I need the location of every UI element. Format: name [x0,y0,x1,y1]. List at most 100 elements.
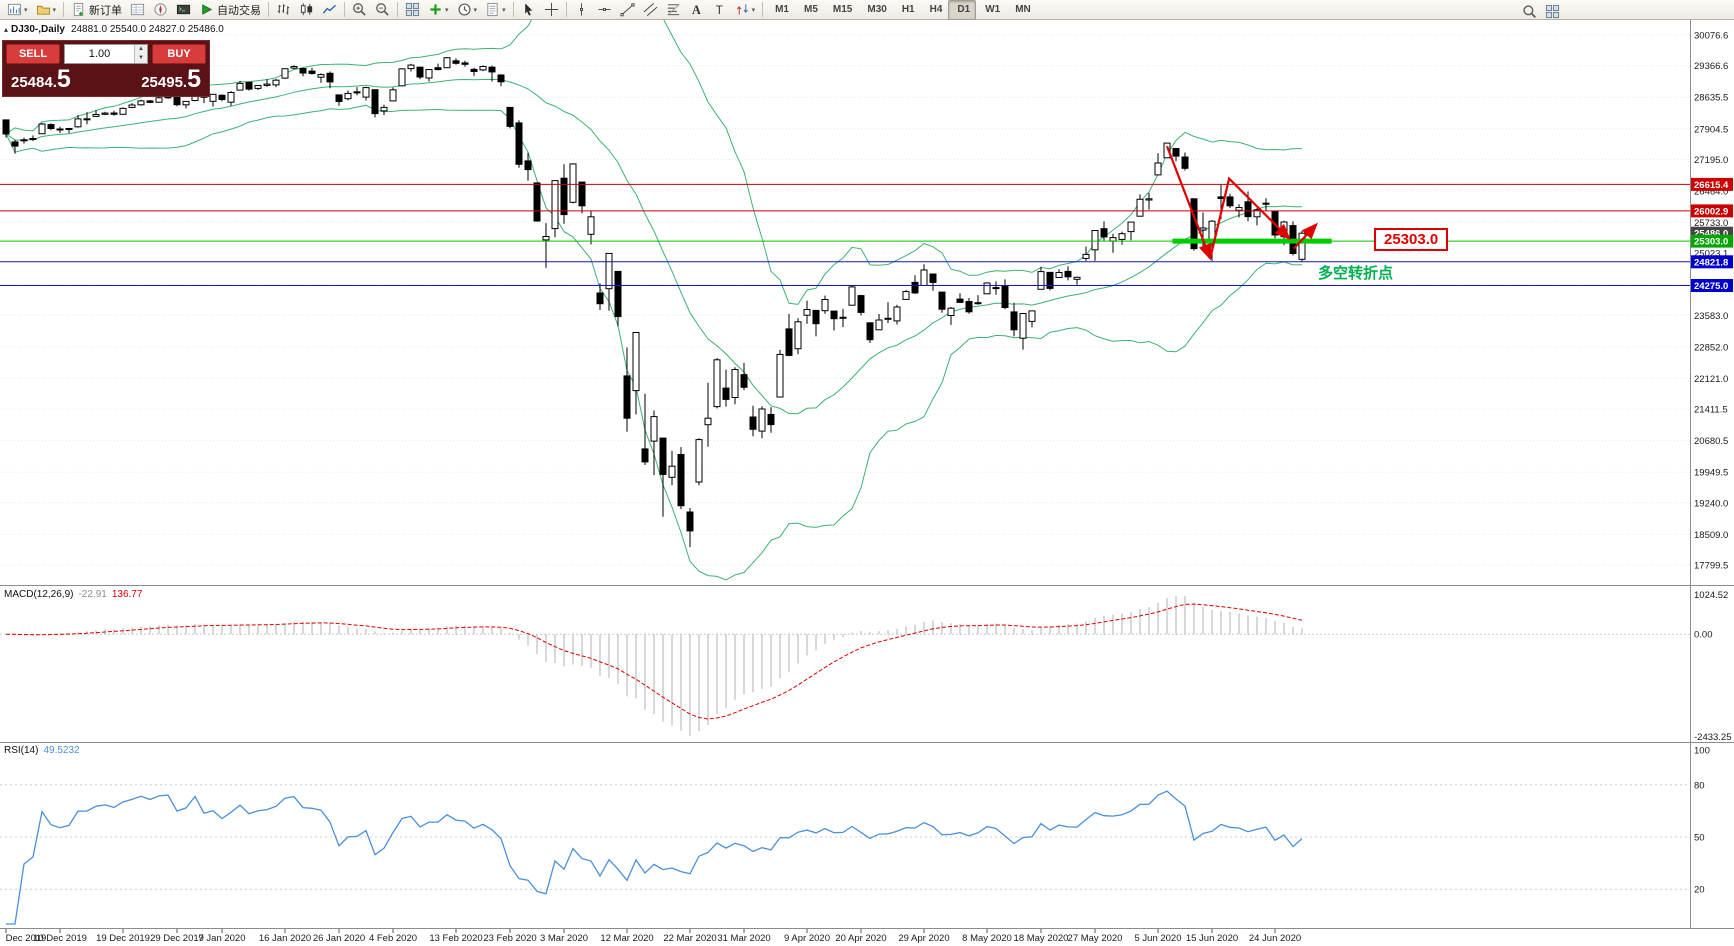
toolbar-separator [268,2,270,17]
arrows-button[interactable]: ▾ [731,0,760,20]
arrows-icon [736,4,748,15]
dropdown-caret-icon: ▾ [502,6,506,14]
svg-text:17799.5: 17799.5 [1694,561,1728,572]
crosshair-button[interactable] [540,0,563,20]
tf-d1-button[interactable]: D1 [948,0,977,20]
hline-icon [597,8,611,12]
search-button[interactable] [1518,1,1541,21]
svg-text:22852.0: 22852.0 [1694,342,1728,353]
search-icon [1523,4,1536,18]
dropdown-caret-icon: ▾ [751,6,756,14]
volume-down-button[interactable]: ▼ [135,54,147,63]
pane-separator-macd[interactable] [0,583,1734,588]
svg-text:25303.0: 25303.0 [1694,237,1728,248]
rsi-indicator-label: RSI(14) 49.5232 [4,745,80,756]
time-axis[interactable] [0,929,1734,946]
buy-button[interactable]: BUY [152,44,206,64]
zoom-out-button[interactable] [371,0,394,20]
tile-windows-icon [405,2,420,17]
new-order-button[interactable]: 新订单 [67,0,126,20]
channel-button[interactable] [639,0,662,20]
sell-button[interactable]: SELL [6,44,60,64]
autoplay-icon [202,4,213,15]
label-icon: T [715,4,722,17]
terminal-button[interactable] [172,0,195,20]
price-axis[interactable] [1690,20,1734,928]
market-watch-button[interactable] [126,0,149,20]
dropdown-caret-icon: ▾ [24,6,28,14]
chart-ohlc-values: 24881.0 25540.0 24827.0 25486.0 [70,24,224,35]
price-annotation-25303[interactable]: 25303.0 [1374,228,1449,251]
tf-m5-button[interactable]: M5 [804,4,818,15]
navigator-button[interactable] [149,0,172,20]
tf-mn-button[interactable]: MN [1015,4,1031,15]
new-chart-button[interactable]: ▾ [3,0,32,20]
toolbar-separator [565,2,567,17]
svg-text:10 Dec 2019: 10 Dec 2019 [33,933,87,944]
dropdown-caret-icon: ▾ [473,6,478,14]
new-chart-icon [7,3,22,16]
svg-text:3 Mar 2020: 3 Mar 2020 [540,933,588,944]
volume-control: ▲ ▼ [64,44,148,64]
volume-input[interactable] [65,45,134,63]
svg-text:27195.0: 27195.0 [1694,155,1728,166]
text-button[interactable]: A [685,0,708,20]
templates-button[interactable]: ▾ [481,0,510,20]
volume-up-button[interactable]: ▲ [135,45,147,54]
autotrading-button[interactable]: 自动交易 [195,0,265,20]
tf-m15-button[interactable]: M15 [832,4,853,15]
sell-price: 25484.5 [11,65,71,93]
svg-text:24275.0: 24275.0 [1694,281,1728,292]
chart-line-button[interactable] [318,0,341,20]
channel-icon [643,3,657,16]
label-button[interactable]: T [708,0,731,20]
svg-text:8 May 2020: 8 May 2020 [962,933,1012,944]
svg-text:29 Dec 2019: 29 Dec 2019 [150,933,204,944]
fibonacci-button[interactable] [662,0,685,20]
svg-text:Dec 2019: Dec 2019 [6,933,47,944]
panels-button[interactable] [1541,1,1564,21]
zoom-in-button[interactable] [348,0,371,20]
svg-text:9 Apr 2020: 9 Apr 2020 [784,933,830,944]
chart-bars-button[interactable] [272,0,295,20]
main-toolbar: ▾ ▾ 新订单 自动交易 ▾ ▾ ▾ A T ▾ M1 M5 M15 M30 H1 H4 D1 W1 MN [0,0,1734,20]
vline-button[interactable] [570,0,593,20]
zoom-in-icon [353,3,366,16]
one-click-toggle[interactable]: ▴ [4,25,9,34]
market-watch-icon [130,3,145,16]
toolbar-separator [397,2,399,17]
svg-text:100: 100 [1694,746,1710,757]
tf-m30-button[interactable]: M30 [867,4,887,15]
pane-separator-rsi[interactable] [0,740,1734,745]
tf-w1-button[interactable]: W1 [985,4,1001,15]
svg-text:20: 20 [1694,885,1705,896]
periods-button[interactable]: ▾ [453,0,482,20]
navigator-icon [154,3,167,16]
profiles-icon [36,5,50,15]
new-order-icon [73,2,84,17]
chart-bars-icon [277,4,290,15]
tf-h1-button[interactable]: H1 [901,4,915,15]
tile-windows-button[interactable] [401,0,424,20]
turning-point-label[interactable]: 多空转折点 [1318,265,1394,282]
indicators-button[interactable]: ▾ [424,0,453,20]
svg-text:22121.0: 22121.0 [1694,374,1728,385]
svg-text:31 Mar 2020: 31 Mar 2020 [717,933,770,944]
hline-button[interactable] [593,0,616,20]
crosshair-icon [544,2,558,17]
trendline-button[interactable] [616,0,639,20]
toolbar-separator [63,2,65,17]
profiles-button[interactable]: ▾ [32,0,61,20]
svg-text:13 Feb 2020: 13 Feb 2020 [429,933,482,944]
cursor-button[interactable] [517,0,540,20]
indicators-icon [430,4,441,15]
templates-icon [487,2,498,17]
tf-m1-button[interactable]: M1 [775,4,789,15]
text-icon: A [692,3,701,17]
toolbar-separator [512,2,514,17]
svg-text:1024.52: 1024.52 [1694,590,1728,601]
chart-candles-button[interactable] [295,0,318,20]
fibonacci-icon [667,4,680,16]
tf-h4-button[interactable]: H4 [929,4,943,15]
